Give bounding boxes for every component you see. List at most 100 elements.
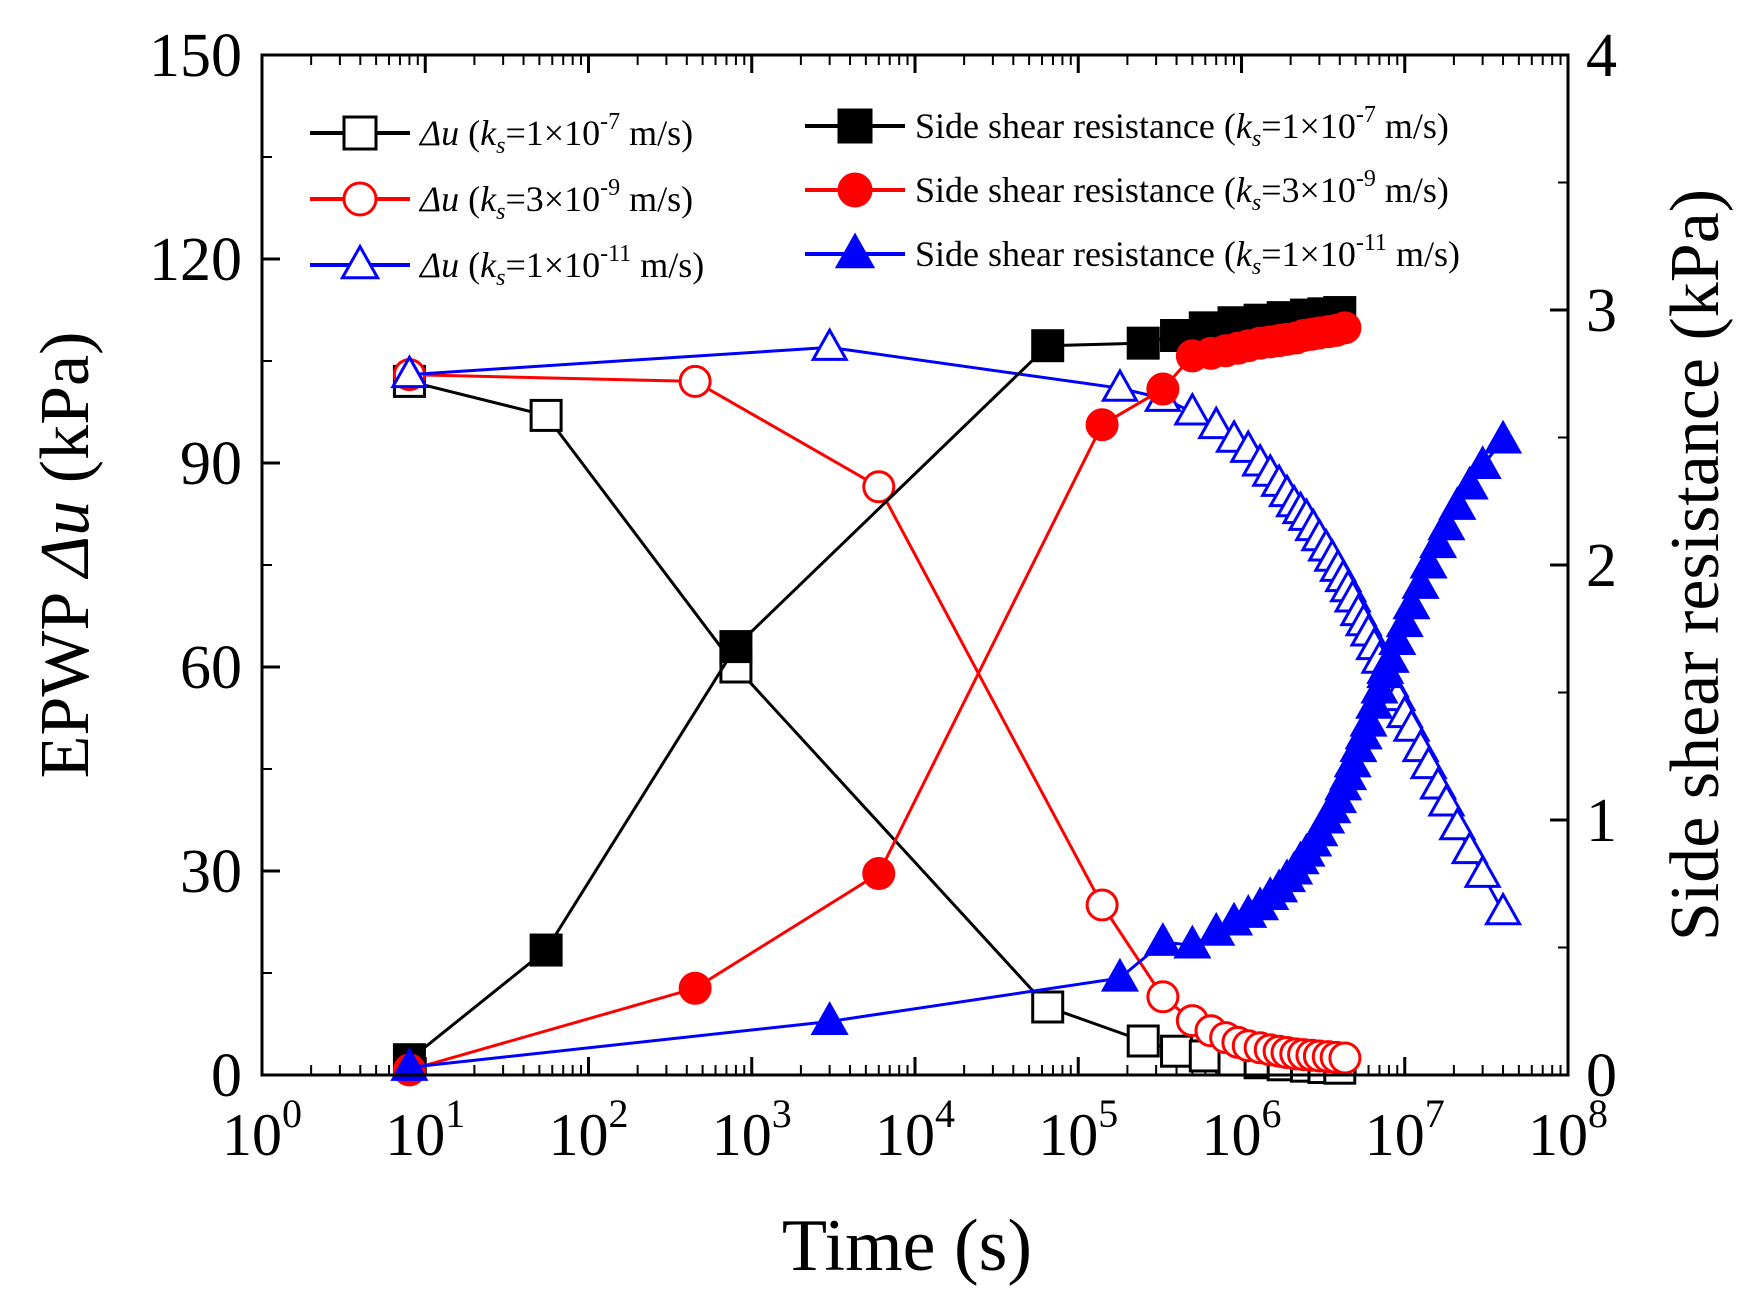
x-tick-label-exponent: 1 [445,1091,465,1136]
series-layer [390,296,1523,1087]
y-left-tick-label: 90 [180,430,242,498]
legend-label-exponent: -7 [600,109,620,135]
x-tick-label-exponent: 6 [1262,1091,1282,1136]
legend-marker [837,108,873,144]
legend-label-k-sub: s [1252,126,1261,152]
data-point [678,971,712,1005]
data-point [1143,922,1182,956]
data-point [1419,524,1458,559]
y-right-tick-label: 2 [1586,532,1617,600]
x-tick-label: 103 [712,1091,792,1168]
x-tick-label-base: 10 [1038,1102,1098,1168]
y-left-tick-label: 30 [180,838,242,906]
y-left-tick-label: 60 [180,634,242,702]
legend-label-prefix: Side shear resistance [915,170,1224,210]
data-point [1438,806,1477,841]
data-point [678,364,712,398]
data-point [1031,329,1065,363]
x-tick-label-exponent: 2 [609,1091,629,1136]
y-left-tick-label: 120 [149,226,242,294]
x-tick-label-base: 10 [1528,1102,1588,1168]
legend-label-open: ( [459,179,480,219]
legend-label-k: k [480,245,497,285]
data-point [1146,980,1180,1014]
legend-label-open: ( [1224,234,1236,274]
data-point [719,630,753,664]
data-point [862,857,896,891]
data-point [1427,506,1466,541]
y-right-tick-label: 0 [1586,1042,1617,1110]
data-point [390,1047,429,1081]
y-right-tick-label: 3 [1586,277,1617,345]
legend-label-unit: m/s) [620,179,693,219]
legend-item: Δu (ks=3×10-9 m/s) [310,175,693,225]
x-tick-label: 102 [549,1091,629,1168]
data-point [1385,603,1424,638]
data-point [1100,957,1139,992]
legend-label-symbol: Δu [418,245,459,285]
legend-label: Side shear resistance (ks=3×10-9 m/s) [915,166,1449,216]
legend-label-k: k [1236,170,1253,210]
legend-label-open: ( [1224,170,1236,210]
legend-marker [339,243,381,280]
legend-label-unit: m/s) [631,245,704,285]
legend-label-k-sub: s [1252,190,1261,216]
legend-label-open: ( [459,245,480,285]
x-tick-label-exponent: 3 [772,1091,792,1136]
data-point [390,354,429,389]
legend-label: Side shear resistance (ks=1×10-7 m/s) [915,102,1449,152]
legend-label-k-sub: s [496,133,505,159]
legend-label-k: k [480,179,497,219]
data-point [1483,891,1523,926]
legend-label-exponent: -7 [1356,102,1376,128]
legend-label-value: =1×10 [505,245,600,285]
legend-label-open: ( [459,113,480,153]
legend: Δu (ks=1×10-7 m/s)Δu (ks=3×10-9 m/s)Δu (… [310,102,1460,291]
legend-label-symbol: Δu [418,179,459,219]
legend-label-value: =1×10 [1261,234,1356,274]
data-point [529,398,563,432]
data-point [1371,639,1410,673]
data-point [810,1001,849,1035]
legend-item: Side shear resistance (ks=1×10-7 m/s) [805,102,1449,152]
data-point [1483,419,1523,454]
legend-label-symbol: Δu [418,113,459,153]
legend-label-k-sub: s [496,199,505,225]
data-point [1126,1024,1160,1058]
series-6 [390,419,1523,1081]
legend-item: Side shear resistance (ks=3×10-9 m/s) [805,166,1449,216]
plot-frame [260,53,1570,1077]
data-point [1126,326,1160,360]
x-tick-label: 104 [875,1091,955,1168]
x-tick-label-base: 10 [549,1102,609,1168]
data-point [1463,854,1502,888]
legend-marker [342,115,378,151]
legend-label-exponent: -11 [1356,230,1387,256]
legend-label-value: =1×10 [1261,106,1356,146]
x-tick-label: 105 [1038,1091,1118,1168]
legend-label: Δu (ks=1×10-11 m/s) [418,241,704,291]
legend-label-value: =3×10 [505,179,600,219]
legend-label-exponent: -9 [1356,166,1376,192]
legend-label: Side shear resistance (ks=1×10-11 m/s) [915,230,1460,280]
data-point [1328,1041,1362,1075]
x-tick-label-exponent: 5 [1098,1091,1118,1136]
data-point [1085,888,1119,922]
x-tick-label-base: 10 [1202,1102,1262,1168]
data-point [1427,782,1466,817]
legend-item: Δu (ks=1×10-7 m/s) [310,109,693,159]
legend-label: Δu (ks=3×10-9 m/s) [418,175,693,225]
data-point [1197,405,1236,440]
x-tick-label-exponent: 0 [282,1091,302,1136]
data-point [1173,391,1212,426]
legend-label-exponent: -9 [600,175,620,201]
data-point [862,470,896,504]
x-axis-title: Time (s) [782,1205,1032,1287]
legend-label-unit: m/s) [1376,106,1449,146]
x-tick-label-exponent: 4 [935,1091,955,1136]
y-left-tick-label: 150 [149,22,242,90]
y-axis-left-title-prefix: EPWP [27,577,104,779]
x-tick-label-base: 10 [875,1102,935,1168]
legend-marker [834,232,876,269]
